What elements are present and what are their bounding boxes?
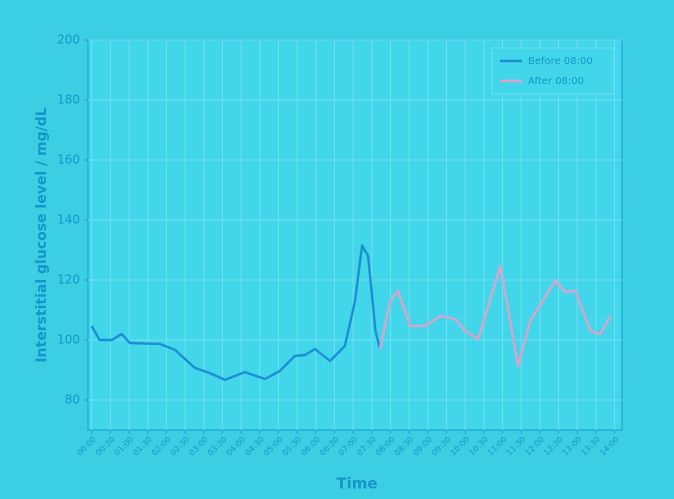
y-tick-label: 80 xyxy=(65,393,80,407)
y-tick-label: 160 xyxy=(57,153,80,167)
plot-area xyxy=(87,39,623,431)
y-tick-label: 180 xyxy=(57,93,80,107)
x-axis-label: Time xyxy=(336,475,377,493)
y-tick-label: 140 xyxy=(57,213,80,227)
y-tick-label: 100 xyxy=(57,333,80,347)
legend-label: After 08:00 xyxy=(528,76,584,87)
series-line xyxy=(90,244,382,382)
y-tick-label: 120 xyxy=(57,273,80,287)
legend-box xyxy=(491,47,615,95)
y-axis-label: Interstitial glucose level / mg/dL xyxy=(34,107,50,362)
series-line xyxy=(378,264,612,368)
legend-label: Before 08:00 xyxy=(528,56,593,67)
y-tick-label: 200 xyxy=(57,33,80,47)
